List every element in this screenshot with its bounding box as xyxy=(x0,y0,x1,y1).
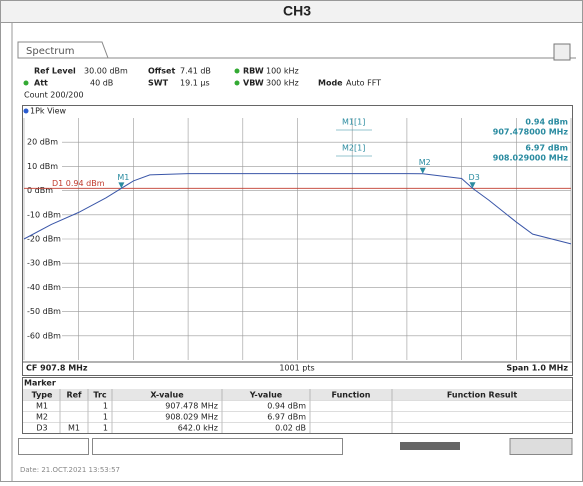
marker-table-title: Marker xyxy=(24,379,56,388)
value: 30.00 dBm xyxy=(84,67,128,76)
table-cell: M2 xyxy=(36,413,48,422)
y-tick-label: -20 dBm xyxy=(27,235,61,244)
column-header: Ref xyxy=(66,391,82,400)
table-cell: 1 xyxy=(103,413,108,422)
column-header: Function Result xyxy=(447,391,518,400)
status-box xyxy=(92,438,343,455)
count: Count 200/200 xyxy=(24,91,84,100)
marker-label: M1 xyxy=(117,173,129,182)
table-cell: 0.94 dBm xyxy=(267,402,306,411)
date: Date: 21.OCT.2021 13:53:57 xyxy=(20,466,120,474)
marker-table xyxy=(22,377,573,434)
table-cell: M1 xyxy=(36,402,48,411)
table-cell: 0.02 dB xyxy=(275,424,306,433)
marker xyxy=(419,167,426,174)
table-cell: 908.029 MHz xyxy=(165,413,218,422)
marker-name: M1[1] xyxy=(342,118,365,127)
column-header: Type xyxy=(32,391,53,400)
value: 19.1 µs xyxy=(180,79,210,88)
table-cell: 1 xyxy=(103,402,108,411)
dot xyxy=(23,80,29,86)
y-tick-label: -10 dBm xyxy=(27,210,61,219)
column-header: Y-value xyxy=(249,391,283,400)
y-tick-label: 0 dBm xyxy=(27,186,53,195)
progress xyxy=(400,442,460,450)
value: 40 dB xyxy=(90,79,113,88)
table-cell: 1 xyxy=(103,424,108,433)
footer-points: 1001 pts xyxy=(279,364,314,373)
marker-freq: 907.478000 MHz xyxy=(493,128,569,137)
tab-label[interactable]: Spectrum xyxy=(26,46,74,57)
y-tick-label: -40 dBm xyxy=(27,283,61,292)
trace xyxy=(23,173,572,245)
value: 300 kHz xyxy=(266,79,299,88)
column-header: X-value xyxy=(150,391,184,400)
column-header: Trc xyxy=(93,391,107,400)
dot xyxy=(234,80,240,86)
y-tick-label: -30 dBm xyxy=(27,259,61,268)
label: Offset xyxy=(148,67,175,76)
status-box xyxy=(18,438,89,455)
table-cell: D3 xyxy=(36,424,47,433)
label: VBW xyxy=(243,79,264,88)
table-cell: 6.97 dBm xyxy=(267,413,306,422)
marker xyxy=(469,182,476,189)
footer-span: Span 1.0 MHz xyxy=(506,364,568,373)
view-label: 1Pk View xyxy=(30,107,67,116)
value: 7.41 dB xyxy=(180,67,211,76)
display-line-label: D1 0.94 dBm xyxy=(52,179,105,188)
label: Mode xyxy=(318,79,343,88)
label: Att xyxy=(34,79,48,88)
marker-freq: 908.029000 MHz xyxy=(493,154,569,163)
dot xyxy=(234,68,240,74)
y-tick-label: 10 dBm xyxy=(27,162,58,171)
y-tick-label: 20 dBm xyxy=(27,138,58,147)
value: 100 kHz xyxy=(266,67,299,76)
icon[interactable] xyxy=(553,43,571,61)
dot xyxy=(23,108,29,114)
marker-level: 6.97 dBm xyxy=(525,144,568,153)
header-title: CH3 xyxy=(283,3,311,19)
marker-label: D3 xyxy=(469,173,480,182)
y-tick-label: -50 dBm xyxy=(27,307,61,316)
footer-cf: CF 907.8 MHz xyxy=(26,364,88,373)
value: Auto FFT xyxy=(346,79,381,88)
table-cell: 907.478 MHz xyxy=(165,402,218,411)
label: RBW xyxy=(243,67,264,76)
table-cell: M1 xyxy=(68,424,80,433)
table-cell: 642.0 kHz xyxy=(178,424,218,433)
marker-label: M2 xyxy=(419,158,431,167)
marker xyxy=(118,182,125,189)
marker-name: M2[1] xyxy=(342,144,365,153)
marker-level: 0.94 dBm xyxy=(525,118,568,127)
label: SWT xyxy=(148,79,169,88)
status-box xyxy=(509,438,573,455)
column-header: Function xyxy=(332,391,371,400)
y-tick-label: -60 dBm xyxy=(27,331,61,340)
table-head xyxy=(23,389,572,400)
label: Ref Level xyxy=(34,67,76,76)
